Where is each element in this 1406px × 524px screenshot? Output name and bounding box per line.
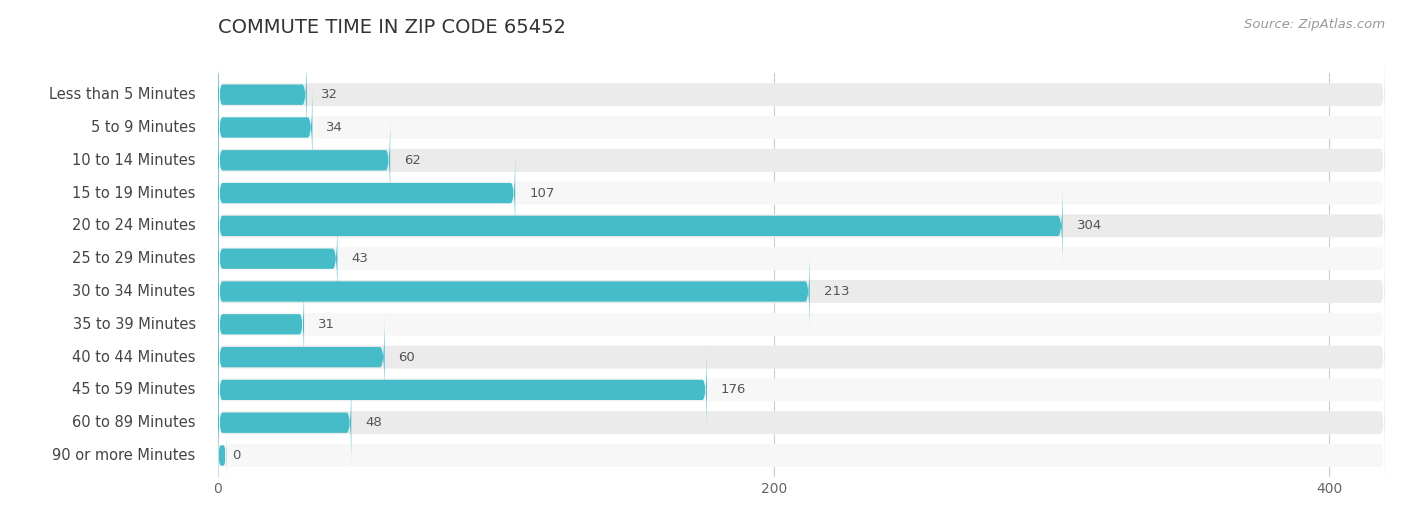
Text: 60: 60 [398, 351, 415, 364]
Text: 304: 304 [1077, 220, 1102, 233]
FancyBboxPatch shape [218, 184, 1385, 268]
FancyBboxPatch shape [218, 53, 1385, 137]
FancyBboxPatch shape [218, 282, 1385, 366]
Text: 25 to 29 Minutes: 25 to 29 Minutes [72, 251, 195, 266]
Text: 43: 43 [352, 252, 368, 265]
FancyBboxPatch shape [218, 183, 1063, 269]
FancyBboxPatch shape [218, 248, 810, 335]
Text: Source: ZipAtlas.com: Source: ZipAtlas.com [1244, 18, 1385, 31]
FancyBboxPatch shape [218, 381, 1385, 465]
FancyBboxPatch shape [218, 117, 391, 203]
Text: 35 to 39 Minutes: 35 to 39 Minutes [73, 317, 195, 332]
Text: 213: 213 [824, 285, 849, 298]
Text: 40 to 44 Minutes: 40 to 44 Minutes [72, 350, 195, 365]
FancyBboxPatch shape [218, 433, 226, 478]
FancyBboxPatch shape [218, 118, 1385, 202]
FancyBboxPatch shape [218, 314, 385, 400]
FancyBboxPatch shape [218, 281, 304, 367]
Text: 30 to 34 Minutes: 30 to 34 Minutes [73, 284, 195, 299]
Text: 48: 48 [366, 416, 382, 429]
Text: 10 to 14 Minutes: 10 to 14 Minutes [72, 153, 195, 168]
Text: 5 to 9 Minutes: 5 to 9 Minutes [91, 120, 195, 135]
Text: 0: 0 [232, 449, 240, 462]
Text: COMMUTE TIME IN ZIP CODE 65452: COMMUTE TIME IN ZIP CODE 65452 [218, 18, 567, 37]
Text: 107: 107 [529, 187, 554, 200]
Text: 176: 176 [721, 384, 747, 397]
Text: 15 to 19 Minutes: 15 to 19 Minutes [72, 185, 195, 201]
FancyBboxPatch shape [218, 347, 707, 433]
FancyBboxPatch shape [218, 315, 1385, 399]
FancyBboxPatch shape [218, 249, 1385, 333]
Text: 34: 34 [326, 121, 343, 134]
Text: 31: 31 [318, 318, 335, 331]
FancyBboxPatch shape [218, 348, 1385, 432]
FancyBboxPatch shape [218, 85, 1385, 169]
FancyBboxPatch shape [218, 51, 307, 138]
Text: 20 to 24 Minutes: 20 to 24 Minutes [72, 219, 195, 233]
FancyBboxPatch shape [218, 215, 337, 302]
Text: 90 or more Minutes: 90 or more Minutes [52, 448, 195, 463]
Text: 32: 32 [321, 88, 337, 101]
Text: 62: 62 [404, 154, 420, 167]
Text: 60 to 89 Minutes: 60 to 89 Minutes [72, 415, 195, 430]
FancyBboxPatch shape [218, 217, 1385, 301]
Text: 45 to 59 Minutes: 45 to 59 Minutes [72, 383, 195, 397]
FancyBboxPatch shape [218, 84, 312, 171]
Text: Less than 5 Minutes: Less than 5 Minutes [49, 87, 195, 102]
FancyBboxPatch shape [218, 413, 1385, 497]
FancyBboxPatch shape [218, 379, 352, 466]
FancyBboxPatch shape [218, 151, 1385, 235]
FancyBboxPatch shape [218, 150, 515, 236]
